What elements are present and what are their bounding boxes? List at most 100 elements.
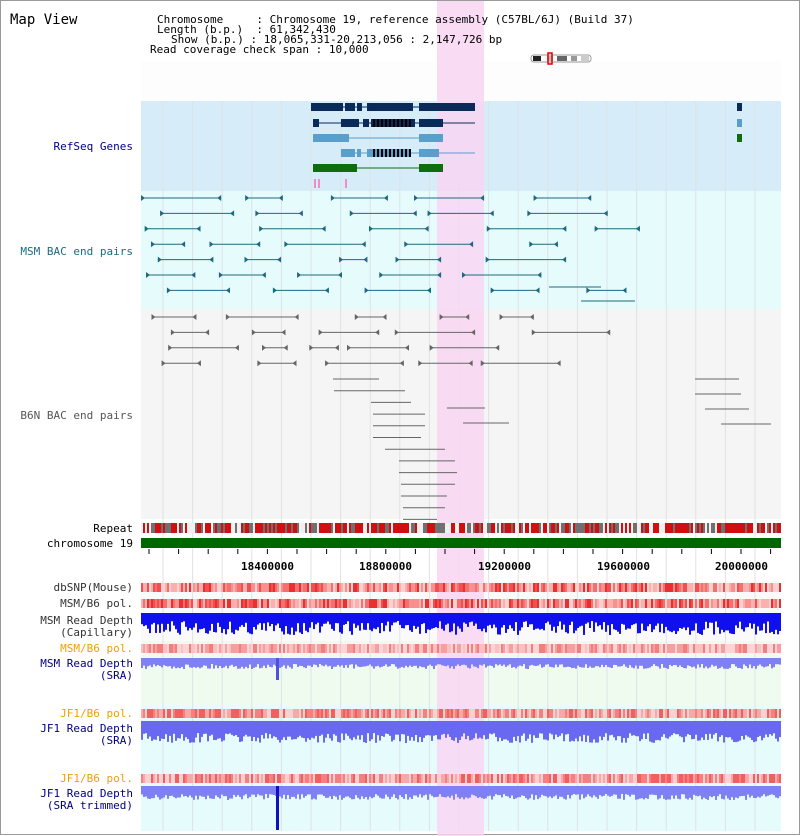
depth-bar [737,658,739,669]
depth-bar [271,786,273,795]
pol-cell [591,644,593,653]
pol-cell [713,583,715,592]
pol-cell [589,583,591,592]
track-label-repeat[interactable]: Repeat [93,522,133,535]
depth-bar [291,721,293,740]
depth-bar [565,721,567,735]
depth-bar [639,613,641,634]
exon-tick [401,149,403,157]
track-label-msm-b6-pol[interactable]: MSM/B6 pol. [60,597,133,610]
track-label-jf1-b6-pol-2[interactable]: JF1/B6 pol. [60,772,133,785]
pol-cell [361,709,363,718]
pol-cell [703,599,705,608]
pol-cell [241,709,243,718]
pol-cell [637,583,639,592]
depth-bar [625,786,627,795]
depth-bar [653,658,655,665]
track-label-chromosome[interactable]: chromosome 19 [46,537,133,550]
pol-cell [721,709,723,718]
depth-bar [567,658,569,667]
depth-bar [229,786,231,799]
depth-bar [447,658,449,666]
track-label-b6n-bac[interactable]: B6N BAC end pairs [20,409,133,422]
pol-cell [451,583,453,592]
pol-cell [457,644,459,653]
depth-bar [447,786,449,797]
pol-cell [315,644,317,653]
span-label: Read coverage check span [150,43,309,56]
depth-bar [249,786,251,797]
pol-cell [571,599,573,608]
depth-bar [289,786,291,800]
pol-cell [651,709,653,718]
depth-bar [475,786,477,797]
repeat-segment [589,523,591,533]
track-label-refseq-genes[interactable]: RefSeq Genes [53,140,133,153]
depth-bar [703,786,705,798]
depth-bar [163,613,165,632]
depth-bar [333,721,335,735]
depth-bar [347,658,349,668]
pol-cell [517,774,519,783]
depth-bar [679,613,681,628]
bac-end-marker [141,195,145,201]
pol-cell [201,709,203,718]
pol-cell [681,774,683,783]
track-label-jf1-b6-pol[interactable]: JF1/B6 pol. [60,707,133,720]
track-label-jf1-depth-sra[interactable]: JF1 Read Depth [40,722,133,735]
depth-bar [141,786,143,795]
depth-bar [591,613,593,622]
track-label-msm-b6-pol-2[interactable]: MSM/B6 pol. [60,642,133,655]
depth-bar [765,658,767,667]
pol-cell [263,583,265,592]
bac-end-marker [437,256,442,263]
track-label-msm-depth-sra[interactable]: MSM Read Depth [40,657,133,670]
depth-bar [289,658,291,668]
depth-bar [667,658,669,669]
pol-cell [715,774,717,783]
pol-cell [229,709,231,718]
pol-cell [591,774,593,783]
pol-cell [427,709,429,718]
pol-cell [141,774,143,783]
track-label-msm-bac[interactable]: MSM BAC end pairs [20,245,133,258]
repeat-segment [267,523,269,533]
pol-cell [561,583,563,592]
repeat-segment [251,523,253,533]
depth-bar [363,658,365,667]
pol-cell [335,583,337,592]
pol-cell [237,599,239,608]
depth-bar [385,613,387,626]
repeat-segment [363,523,365,533]
pol-cell [499,709,501,718]
pol-cell [401,774,403,783]
pol-cell [701,583,703,592]
depth-bar [459,721,461,740]
pol-cell [425,644,427,653]
pol-cell [515,583,517,592]
depth-bar [525,721,527,741]
repeat-segment [175,523,177,533]
depth-bar [177,786,179,798]
pol-cell [753,774,755,783]
pol-cell [649,644,651,653]
depth-bar [299,786,301,800]
depth-bar [245,658,247,667]
pol-cell [339,644,341,653]
track-label-dbsnp[interactable]: dbSNP(Mouse) [53,581,133,594]
depth-bar [337,721,339,742]
depth-bar [593,613,595,632]
pol-cell [147,709,149,718]
pol-cell [623,599,625,608]
depth-bar [633,786,635,795]
bac-end-marker [537,272,542,278]
bac-end-marker [382,314,387,320]
pol-cell [379,644,381,653]
track-label-msm-depth-capillary[interactable]: MSM Read Depth [40,614,133,627]
depth-bar [707,721,709,740]
pol-cell [697,774,699,783]
bac-end-marker [298,210,303,217]
track-label-jf1-depth-trimmed[interactable]: JF1 Read Depth [40,787,133,800]
pol-cell [641,583,643,592]
